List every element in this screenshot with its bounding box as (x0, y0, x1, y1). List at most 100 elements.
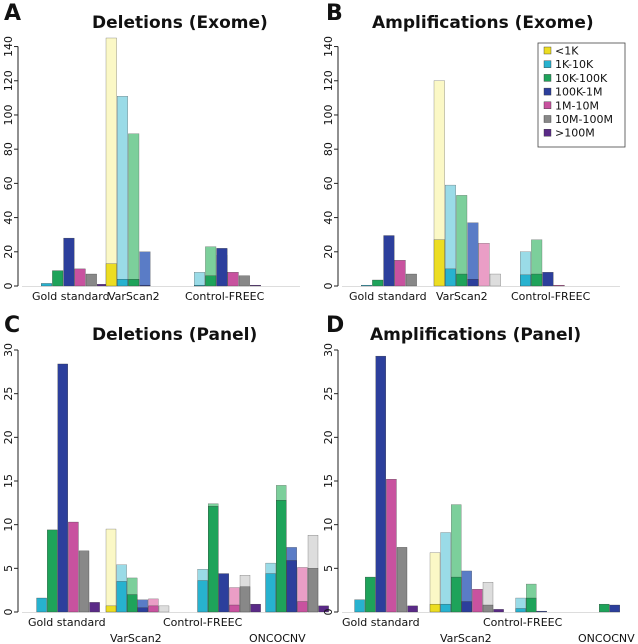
bar-outer-k100_1m (139, 251, 151, 287)
group-label: Control-FREEC (185, 290, 265, 303)
group-label: VarScan2 (108, 290, 160, 303)
bar-m1_10m (229, 604, 240, 613)
bar-k1_10k (354, 599, 365, 613)
bar-k10_100k (456, 273, 468, 287)
legend-label: 1M-10M (555, 99, 599, 112)
chart-panel-d: D Amplifications (Panel) 0 5 10 15 20 25 30 Gold … (322, 313, 635, 644)
bar-outer-lt1k (429, 552, 441, 613)
bar-gt100m (318, 605, 329, 613)
group-label: Control-FREEC (163, 616, 243, 629)
bar-k100_1m (57, 363, 68, 613)
bar-group-gold-standard: Gold standard (32, 237, 110, 303)
y-tick-label: 60 (2, 176, 15, 190)
y-tick-label: 20 (2, 430, 15, 444)
y-tick-label: 0 (322, 609, 335, 616)
bar-lt1k (429, 603, 441, 613)
bar-k1_10k (36, 597, 47, 613)
y-tick-label: 0 (322, 283, 335, 290)
group-label: Gold standard (28, 616, 106, 629)
y-tick-label: 20 (322, 245, 335, 259)
bar-k1_10k (361, 284, 372, 287)
bar-outer-m10_100m (158, 605, 170, 613)
group-label: ONCOCNV (249, 632, 306, 644)
bar-k1_10k (197, 580, 208, 613)
bar-outer-k10_100k (456, 195, 468, 287)
panel-letter: C (4, 313, 20, 338)
y-tick-label: 5 (2, 565, 15, 572)
panel-title: Deletions (Exome) (92, 13, 268, 33)
legend-label: 1K-10K (555, 58, 594, 71)
chart-panel-c: C Deletions (Panel) 0 5 10 15 20 25 30 Gold stand… (2, 313, 329, 644)
legend-label: 10M-100M (555, 113, 613, 126)
bar-group-varscan2: VarScan2 (105, 37, 160, 303)
y-tick-label: 140 (322, 36, 335, 57)
bar-group-control-freec: Control-FREEC (163, 503, 261, 629)
group-label: VarScan2 (110, 632, 162, 644)
group-label: Gold standard (342, 616, 420, 629)
bar-m1_10m (68, 521, 79, 613)
panel-letter: B (326, 1, 343, 26)
bar-m1_10m (297, 601, 308, 613)
bar-outer-k1_10k (117, 96, 128, 287)
bar-group-control-freec: Control-FREEC (511, 239, 591, 303)
bar-m1_10m (553, 284, 565, 287)
bar-k100_1m (63, 237, 75, 287)
group-label: ONCOCNV (578, 632, 635, 644)
bar-k1_10k (116, 581, 127, 613)
bar-k1_10k (117, 279, 128, 287)
bar-k10_100k (47, 529, 58, 613)
bar-m10_100m (238, 275, 250, 287)
bar-m1_10m (386, 479, 397, 613)
group-label: VarScan2 (436, 290, 488, 303)
group-label: Gold standard (349, 290, 427, 303)
bar-lt1k (105, 263, 117, 287)
bar-k1_10k (440, 603, 451, 613)
legend-label: 100K-1M (555, 86, 603, 99)
chart-panel-b: B Amplifications (Exome) 0 20 40 60 80 100 120 14… (322, 1, 620, 303)
y-tick-label: 80 (2, 142, 15, 156)
y-tick-label: 30 (322, 343, 335, 357)
y-tick-label: 20 (2, 245, 15, 259)
legend-swatch-k1_10k (543, 60, 552, 68)
bar-k100_1m (375, 355, 386, 613)
legend-swatch-k100_1m (543, 87, 552, 96)
bar-k100_1m (609, 604, 620, 613)
bar-k10_100k (599, 603, 610, 613)
bar-outer-k1_10k (194, 272, 205, 287)
bar-k1_10k (445, 268, 456, 287)
bar-outer-lt1k (105, 37, 117, 287)
bar-outer-k1_10k (440, 532, 451, 613)
legend-label: >100M (555, 127, 595, 140)
y-tick-label: 15 (322, 474, 335, 488)
bar-m10_100m (482, 604, 494, 613)
bar-group-varscan2: VarScan2 (105, 528, 170, 644)
panel-letter: D (326, 313, 344, 338)
bar-outer-lt1k (105, 528, 117, 613)
legend-swatch-m1_10m (543, 101, 552, 110)
legend-frame (537, 42, 626, 148)
y-tick-label: 120 (2, 70, 15, 91)
bar-m10_100m (239, 586, 251, 613)
bar-gt100m (250, 603, 261, 613)
bar-m10_100m (78, 550, 90, 613)
legend: <1K1K-10K10K-100K100K-1M1M-10M10M-100M>1… (537, 42, 626, 148)
y-tick-label: 0 (2, 609, 15, 616)
bar-k100_1m (137, 607, 148, 613)
bar-k10_100k (372, 279, 384, 287)
bar-outer-m10_100m (489, 273, 501, 287)
bar-k100_1m (216, 248, 228, 287)
bar-m10_100m (85, 273, 97, 287)
bar-outer-k100_1m (467, 222, 479, 287)
y-tick-label: 15 (2, 474, 15, 488)
panel-title: Amplifications (Exome) (372, 13, 594, 33)
y-tick-label: 25 (2, 387, 15, 401)
bar-k10_100k (276, 500, 287, 613)
bar-k1_10k (520, 274, 531, 287)
group-label: VarScan2 (440, 632, 492, 644)
bar-m1_10m (74, 268, 86, 287)
bar-outer-m1_10m (478, 243, 490, 287)
bar-k1_10k (41, 283, 52, 287)
bar-group-gold-standard: Gold standard (342, 355, 420, 629)
y-tick-label: 30 (2, 343, 15, 357)
bar-k100_1m (139, 284, 151, 287)
